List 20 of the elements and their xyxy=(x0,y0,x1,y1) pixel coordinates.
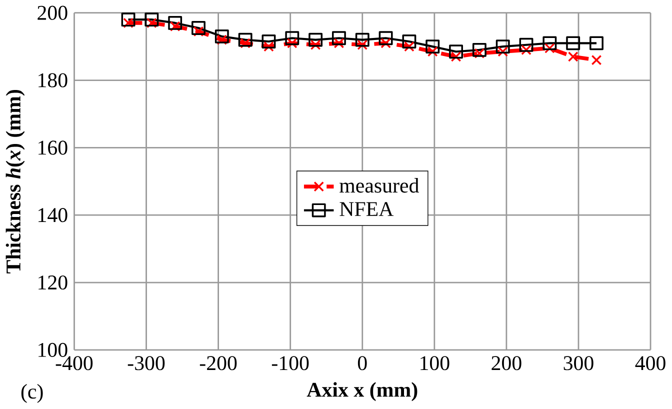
legend-label: measured xyxy=(340,178,419,193)
y-tick-label: 100 xyxy=(38,343,68,358)
x-tick-label: -300 xyxy=(128,356,165,370)
y-tick-label: 160 xyxy=(38,140,68,155)
y-tick-label: 120 xyxy=(38,276,68,290)
y-tick-label: 180 xyxy=(38,73,68,88)
x-tick-label: 0 xyxy=(358,356,367,370)
y-axis-title: Thickness h(x) (mm) xyxy=(6,90,25,274)
x-tick-label: 400 xyxy=(635,356,666,370)
x-tick-label: -200 xyxy=(200,356,237,370)
legend-label: NFEA xyxy=(340,202,394,216)
x-tick-label: -400 xyxy=(56,356,93,370)
x-tick-label: 300 xyxy=(564,356,594,370)
y-tick-label: 140 xyxy=(38,208,68,222)
x-tick-label: 200 xyxy=(492,356,522,370)
x-tick-label: -100 xyxy=(272,356,309,370)
text: (c) xyxy=(21,384,43,404)
y-tick-label: 200 xyxy=(38,6,68,20)
x-axis-title: Axix x (mm) xyxy=(306,382,418,402)
x-tick-label: 100 xyxy=(420,356,450,370)
